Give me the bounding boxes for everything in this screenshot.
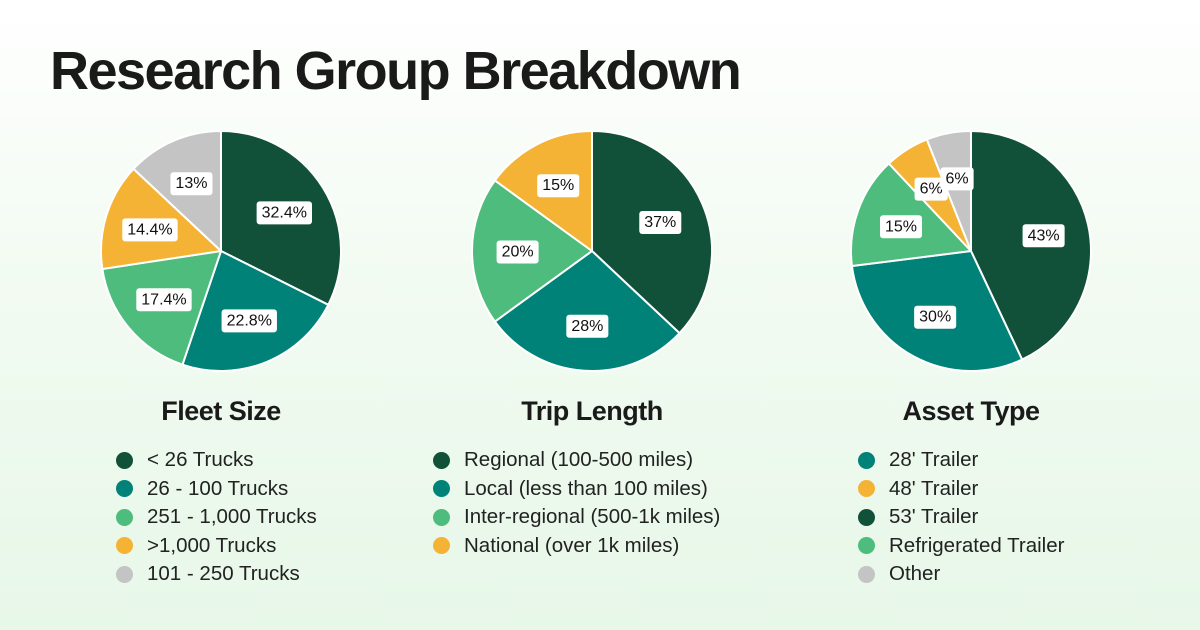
slice-percent-text: 43% [1028, 227, 1060, 244]
legend-item: 101 - 250 Trucks [116, 560, 317, 589]
legend-swatch [858, 508, 875, 526]
legend-swatch [116, 508, 133, 526]
legend-swatch [116, 480, 133, 498]
legend-item: Local (less than 100 miles) [433, 475, 720, 504]
legend-label: 26 - 100 Trucks [147, 476, 289, 500]
asset-type-legend: 28' Trailer 48' Trailer 53' Trailer Refr… [858, 446, 1064, 589]
legend-item: < 26 Trucks [116, 446, 317, 475]
slice-label-251-1-000-trucks: 17.4% [136, 288, 192, 312]
trip-length-legend: Regional (100-500 miles) Local (less tha… [433, 446, 720, 560]
legend-item: Inter-regional (500-1k miles) [433, 503, 720, 532]
slice-percent-text: 13% [175, 175, 207, 192]
legend-swatch [116, 451, 133, 469]
slice-label-regional-100-500-miles: 37% [639, 210, 682, 234]
slice-percent-text: 15% [885, 218, 917, 235]
pie-slice-local-less-than-100-miles [493, 250, 681, 372]
slice-label-1-000-trucks: 14.4% [122, 218, 178, 242]
trip-length-pie-chart: 37% 28% 20% 15% [471, 130, 713, 372]
legend-label: Other [889, 562, 941, 586]
pie-slice-refrigerated-trailer [850, 162, 972, 268]
slice-percent-text: 20% [502, 244, 534, 261]
slice-label-box [1022, 224, 1065, 248]
legend-swatch [433, 480, 450, 498]
slice-label-box [537, 174, 580, 198]
slice-label-refrigerated-trailer: 15% [879, 215, 923, 239]
legend-label: 53' Trailer [889, 505, 979, 529]
slice-label-box [914, 305, 957, 329]
slice-percent-text: 30% [919, 309, 951, 326]
slice-label-26-100-trucks: 22.8% [221, 309, 277, 333]
slice-percent-text: 32.4% [262, 204, 307, 221]
legend-label: National (over 1k miles) [464, 533, 680, 557]
slice-label-box [879, 215, 923, 239]
slice-percent-text: 17.4% [141, 291, 186, 308]
fleet-size-chart-title: Fleet Size [161, 396, 281, 426]
legend-swatch [858, 480, 875, 498]
legend-swatch [858, 565, 875, 583]
slice-label-28-trailer: 30% [914, 305, 957, 329]
slice-percent-text: 28% [571, 318, 603, 335]
slice-label-box [221, 309, 277, 333]
slice-label-inter-regional-500-1k-miles: 20% [496, 240, 539, 264]
trip-length-chart-title: Trip Length [521, 396, 663, 426]
legend-item: Other [858, 560, 1064, 589]
legend-swatch [433, 451, 450, 469]
asset-type-pie-chart: 43% 30% 15% 6%6% [850, 130, 1092, 372]
slice-label-box [122, 218, 178, 242]
slice-label-26-trucks: 32.4% [256, 201, 313, 225]
legend-label: Inter-regional (500-1k miles) [464, 505, 721, 529]
legend-item: Refrigerated Trailer [858, 532, 1064, 561]
legend-label: Local (less than 100 miles) [464, 476, 708, 500]
legend-label: Refrigerated Trailer [889, 533, 1065, 557]
legend-label: 101 - 250 Trucks [147, 562, 300, 586]
legend-label: 28' Trailer [889, 448, 979, 472]
slice-label-other: 6% [940, 167, 974, 191]
legend-label: Regional (100-500 miles) [464, 448, 694, 472]
slice-label-53-trailer: 43% [1022, 224, 1065, 248]
legend-label: 251 - 1,000 Trucks [147, 505, 317, 529]
slice-label-box [496, 240, 539, 264]
slice-label-box [639, 210, 682, 234]
legend-swatch [858, 537, 875, 555]
legend-label: >1,000 Trucks [147, 533, 277, 557]
slice-label-box [566, 314, 609, 338]
fleet-size-legend: < 26 Trucks 26 - 100 Trucks 251 - 1,000 … [116, 446, 317, 589]
legend-label: 48' Trailer [889, 476, 979, 500]
legend-item: 48' Trailer [858, 475, 1064, 504]
legend-item: 53' Trailer [858, 503, 1064, 532]
slice-label-box [940, 167, 974, 191]
pie-slice-other [925, 130, 972, 252]
slice-label-box [170, 172, 213, 196]
slice-label-box [136, 288, 192, 312]
slice-percent-text: 37% [644, 214, 676, 231]
slice-label-48-trailer: 6% [914, 177, 948, 201]
legend-swatch [433, 537, 450, 555]
slice-label-101-250-trucks: 13% [170, 172, 213, 196]
legend-item: 28' Trailer [858, 446, 1064, 475]
legend-swatch [116, 565, 133, 583]
fleet-size-pie-chart: 32.4% 22.8% 17.4% 14.4% 13% [100, 130, 342, 372]
legend-item: 251 - 1,000 Trucks [116, 503, 317, 532]
slice-label-national-over-1k-miles: 15% [537, 174, 580, 198]
slice-percent-text: 22.8% [227, 312, 272, 329]
slice-label-local-less-than-100-miles: 28% [566, 314, 609, 338]
legend-swatch [858, 451, 875, 469]
slice-percent-text: 14.4% [127, 221, 172, 238]
asset-type-chart-title: Asset Type [902, 396, 1040, 426]
legend-item: Regional (100-500 miles) [433, 446, 720, 475]
slice-label-box [914, 177, 948, 201]
slice-percent-text: 15% [542, 177, 574, 194]
legend-item: >1,000 Trucks [116, 532, 317, 561]
legend-label: < 26 Trucks [147, 448, 254, 472]
legend-swatch [433, 508, 450, 526]
slice-percent-text: 6% [945, 170, 968, 187]
slice-label-box [256, 201, 313, 225]
legend-item: National (over 1k miles) [433, 532, 720, 561]
legend-swatch [116, 537, 133, 555]
slice-percent-text: 6% [920, 181, 943, 198]
page-title: Research Group Breakdown [50, 41, 742, 101]
legend-item: 26 - 100 Trucks [116, 475, 317, 504]
